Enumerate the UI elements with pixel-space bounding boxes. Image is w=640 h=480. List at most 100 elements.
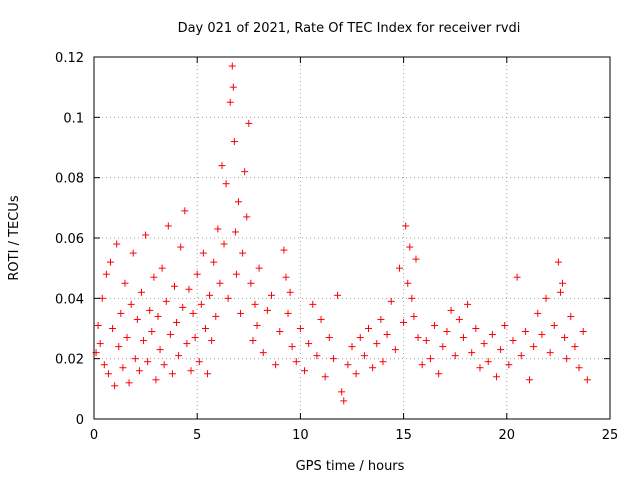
data-point [228,62,236,70]
data-point [468,349,476,357]
data-point [400,318,408,326]
data-point [418,361,426,369]
data-point [410,312,418,320]
data-point [356,334,364,342]
data-point [526,376,534,384]
data-point [301,367,309,375]
data-point [107,258,115,266]
data-point [156,346,164,354]
data-point [313,352,321,360]
data-point [253,321,261,329]
data-point [255,264,263,272]
data-point [189,309,197,317]
data-point [168,370,176,378]
data-point [365,325,373,332]
data-point [505,361,513,369]
data-point [102,270,110,278]
data-point [230,137,238,145]
data-point [226,98,234,106]
data-point [214,225,222,233]
data-point [224,294,232,302]
data-point [259,349,267,357]
data-point [104,370,112,378]
data-point [239,249,247,257]
y-axis-ticks: 0 0.02 0.04 0.06 0.08 0.1 0.12 [55,51,610,428]
data-point [431,321,439,329]
data-point [247,279,255,287]
data-point [321,373,329,381]
y-tick-label: 0.06 [55,232,84,247]
data-point [439,343,447,351]
data-point [222,180,230,188]
y-tick-label: 0.08 [55,172,84,187]
data-point [231,228,239,236]
data-point [232,270,240,278]
data-point [276,328,284,336]
data-point [237,309,245,317]
data-point [476,364,484,372]
data-point [501,321,509,329]
data-point [296,325,304,332]
data-point [263,306,271,314]
data-point [206,291,214,299]
data-point [166,331,174,339]
data-point [100,361,108,369]
data-point [435,370,443,378]
data-point [447,306,455,314]
data-point [379,358,387,366]
data-point [115,343,123,351]
data-point [109,325,117,332]
data-point [152,376,160,384]
data-point [559,279,567,287]
data-point [210,258,218,266]
data-point [162,297,170,305]
data-point [191,334,199,342]
y-tick-label: 0.1 [63,111,84,126]
data-point [334,291,342,299]
data-point [530,343,538,351]
data-point [282,273,290,281]
data-point [160,361,168,369]
data-point [135,367,143,375]
data-point [241,168,249,176]
y-tick-label: 0.04 [55,292,84,307]
data-point [583,376,591,384]
x-tick-label: 15 [395,428,412,443]
data-point [406,243,414,251]
data-point [563,355,571,363]
data-point [158,264,166,272]
y-tick-label: 0.02 [55,353,84,368]
data-point [451,352,459,360]
data-point [129,249,137,257]
data-point [550,321,558,329]
data-point [94,321,102,329]
data-point [387,297,395,305]
data-point [208,337,216,345]
data-point [488,331,496,339]
data-point [193,270,201,278]
data-point [292,358,300,366]
data-point [497,346,505,354]
data-point [377,315,385,323]
data-point [412,255,420,263]
data-point [414,334,422,342]
data-point [133,315,141,323]
data-point [117,309,125,317]
data-point [185,285,193,293]
data-point [245,119,253,127]
data-point [443,328,451,336]
data-point [546,349,554,357]
data-point [579,328,587,336]
data-point [464,300,472,308]
data-point [243,213,251,221]
y-tick-label: 0 [76,413,84,428]
data-point [164,222,172,230]
data-point [146,306,154,314]
data-point [575,364,583,372]
data-point [509,337,517,345]
data-point [373,340,381,348]
data-point [175,352,183,360]
y-tick-label: 0.12 [55,51,84,66]
data-point [150,273,158,281]
